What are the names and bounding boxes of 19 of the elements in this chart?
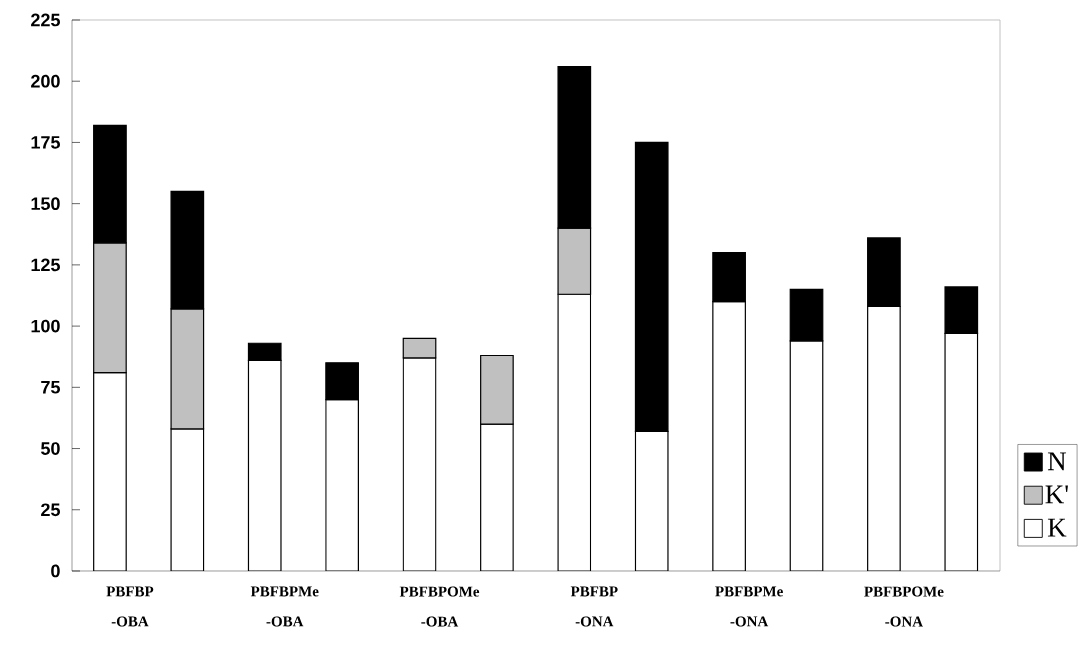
category-label: PBFBPMe -ONA xyxy=(715,586,783,627)
category-label: PBFBP -ONA xyxy=(570,586,618,627)
y-tick-label: 225 xyxy=(31,13,60,27)
legend-label: K xyxy=(1047,518,1067,537)
y-tick-label: 75 xyxy=(41,381,60,394)
y-tick-label: 100 xyxy=(31,319,60,333)
category-label: PBFBP -OBA xyxy=(106,586,154,627)
y-tick-label: 150 xyxy=(31,197,60,211)
legend-label: K' xyxy=(1045,485,1068,504)
y-tick-label: 50 xyxy=(41,442,60,455)
legend-label: N xyxy=(1047,452,1067,471)
y-tick-label: 200 xyxy=(31,74,60,88)
category-label: PBFBPOMe -OBA xyxy=(399,586,480,627)
y-tick-label: 25 xyxy=(41,503,60,517)
y-tick-label: 0 xyxy=(51,564,60,578)
category-label: PBFBPOMe -ONA xyxy=(864,586,944,627)
y-tick-label: 175 xyxy=(31,136,60,149)
y-tick-label: 125 xyxy=(31,258,60,272)
category-label: PBFBPMe -OBA xyxy=(250,586,319,627)
